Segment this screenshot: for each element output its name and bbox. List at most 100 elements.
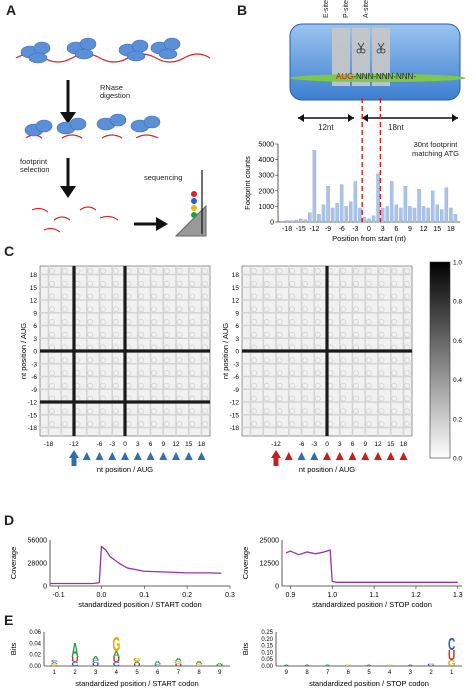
logo-letter: C	[113, 661, 120, 667]
pattern-cell	[49, 382, 55, 389]
pattern-cell	[87, 280, 94, 287]
x-tick-label: 4	[115, 670, 119, 676]
pattern-cell	[263, 306, 270, 313]
x-tick-label: 6	[156, 670, 160, 676]
y-tick-label: 5000	[258, 142, 274, 149]
pattern-cell	[138, 319, 145, 325]
pattern-cell	[289, 408, 296, 415]
pattern-cell	[365, 331, 372, 338]
arrow-up-icon	[71, 458, 77, 466]
x-tick-label: -6	[339, 226, 345, 233]
pattern-cell	[138, 370, 145, 376]
arrow-up-icon	[284, 452, 293, 460]
pattern-cell	[61, 280, 68, 287]
pattern-cell	[251, 306, 257, 313]
pattern-cell	[353, 357, 359, 364]
pattern-cell	[163, 319, 170, 325]
logo-letter: A	[92, 655, 99, 661]
pattern-cell	[391, 395, 398, 402]
x-tick-label: 9	[285, 670, 289, 676]
logo-letter: U	[113, 655, 120, 663]
pattern-cell	[151, 370, 157, 376]
arrow-up-icon	[95, 452, 104, 460]
logo-letter: C	[71, 661, 78, 667]
arrow-up-icon	[133, 452, 142, 460]
pattern-cell	[112, 268, 119, 274]
pattern-cell	[163, 382, 170, 389]
x-tick-label: -18	[44, 441, 54, 448]
y-tick-label: 3	[235, 336, 239, 343]
pattern-cell	[87, 421, 94, 427]
x-axis-label: standardized position / START codon	[78, 600, 201, 609]
x-tick-label: 1.0	[327, 592, 337, 599]
coverage-stop-chart: 25000 12500 0 0.9 1.0 1.1 1.2 1.3 standardized p…	[241, 538, 463, 610]
x-tick-label: 9	[363, 441, 367, 448]
x-tick-label: 1	[450, 670, 454, 676]
histogram-bar	[344, 206, 348, 223]
pattern-cell	[138, 408, 145, 415]
heatmap-right: 18 15 12 9 6 3 0 -3 -6 -9 -12 -15 -18 -12 -6 -3 0 3 6 9 12 15…	[221, 265, 413, 474]
logo-letter: C	[427, 664, 434, 666]
pattern-cell	[289, 370, 296, 376]
x-tick-label: 2	[73, 670, 77, 676]
logo-letter: G	[195, 663, 203, 666]
panel-a-schematic	[15, 37, 211, 237]
pattern-cell	[176, 382, 183, 389]
x-tick-label: 3	[338, 441, 342, 448]
arrow-up-icon	[273, 458, 279, 466]
y-tick-label: 3000	[258, 173, 274, 180]
y-tick-label: 9	[33, 310, 37, 317]
pattern-cell	[202, 370, 208, 376]
arrow-up-icon	[399, 452, 408, 460]
pattern-cell	[302, 280, 308, 287]
pattern-cell	[365, 306, 372, 313]
pattern-cell	[302, 370, 308, 376]
pattern-cell	[100, 268, 106, 274]
pattern-cell	[251, 421, 257, 427]
pattern-cell	[404, 421, 410, 427]
logo-letter: C	[92, 659, 100, 664]
pattern-cell	[365, 421, 372, 427]
pattern-cell	[404, 370, 410, 376]
pattern-cell	[100, 370, 106, 376]
logo-letter: C	[154, 663, 162, 666]
x-axis-label: standardized position / STOP codon	[312, 600, 432, 609]
ribosome-group-2	[24, 113, 161, 137]
left-span-label: 12nt	[318, 123, 334, 132]
pattern-cell	[151, 268, 157, 274]
x-tick-label: 0	[325, 441, 329, 448]
histogram-bar	[421, 206, 426, 223]
pattern-cell	[391, 382, 398, 389]
arrow-up-icon	[348, 452, 357, 460]
histogram-bar	[289, 220, 294, 223]
y-tick-label: -18	[28, 425, 38, 432]
histogram-bar	[294, 219, 298, 223]
histogram-bar	[280, 220, 285, 223]
pattern-cell	[391, 293, 398, 300]
x-tick-label: -12	[309, 226, 319, 233]
x-tick-label: 12	[172, 441, 180, 448]
pattern-cell	[251, 357, 257, 364]
x-tick-label: 15	[433, 226, 441, 233]
pattern-cell	[378, 331, 385, 338]
x-tick-label: 1.2	[411, 592, 421, 599]
pattern-cell	[276, 408, 283, 415]
pattern-cell	[138, 268, 145, 274]
pattern-cell	[263, 280, 270, 287]
pattern-cell	[61, 306, 68, 313]
logo-letter: U	[448, 647, 455, 663]
logo-letter: A	[113, 650, 121, 659]
logo-letter: A	[133, 660, 141, 665]
y-tick-label: -6	[31, 374, 37, 381]
pattern-cell	[404, 268, 410, 274]
panel-label-d: D	[4, 512, 15, 528]
pattern-cell	[378, 357, 385, 364]
y-axis-label: Coverage	[9, 547, 18, 580]
step-footprint-label: footprint selection	[20, 157, 50, 174]
pattern-cell	[276, 421, 283, 427]
x-tick-label: -3	[109, 441, 115, 448]
pattern-cell	[138, 357, 145, 364]
pattern-cell	[289, 319, 296, 325]
pattern-cell	[61, 408, 68, 415]
pattern-cell	[263, 382, 270, 389]
